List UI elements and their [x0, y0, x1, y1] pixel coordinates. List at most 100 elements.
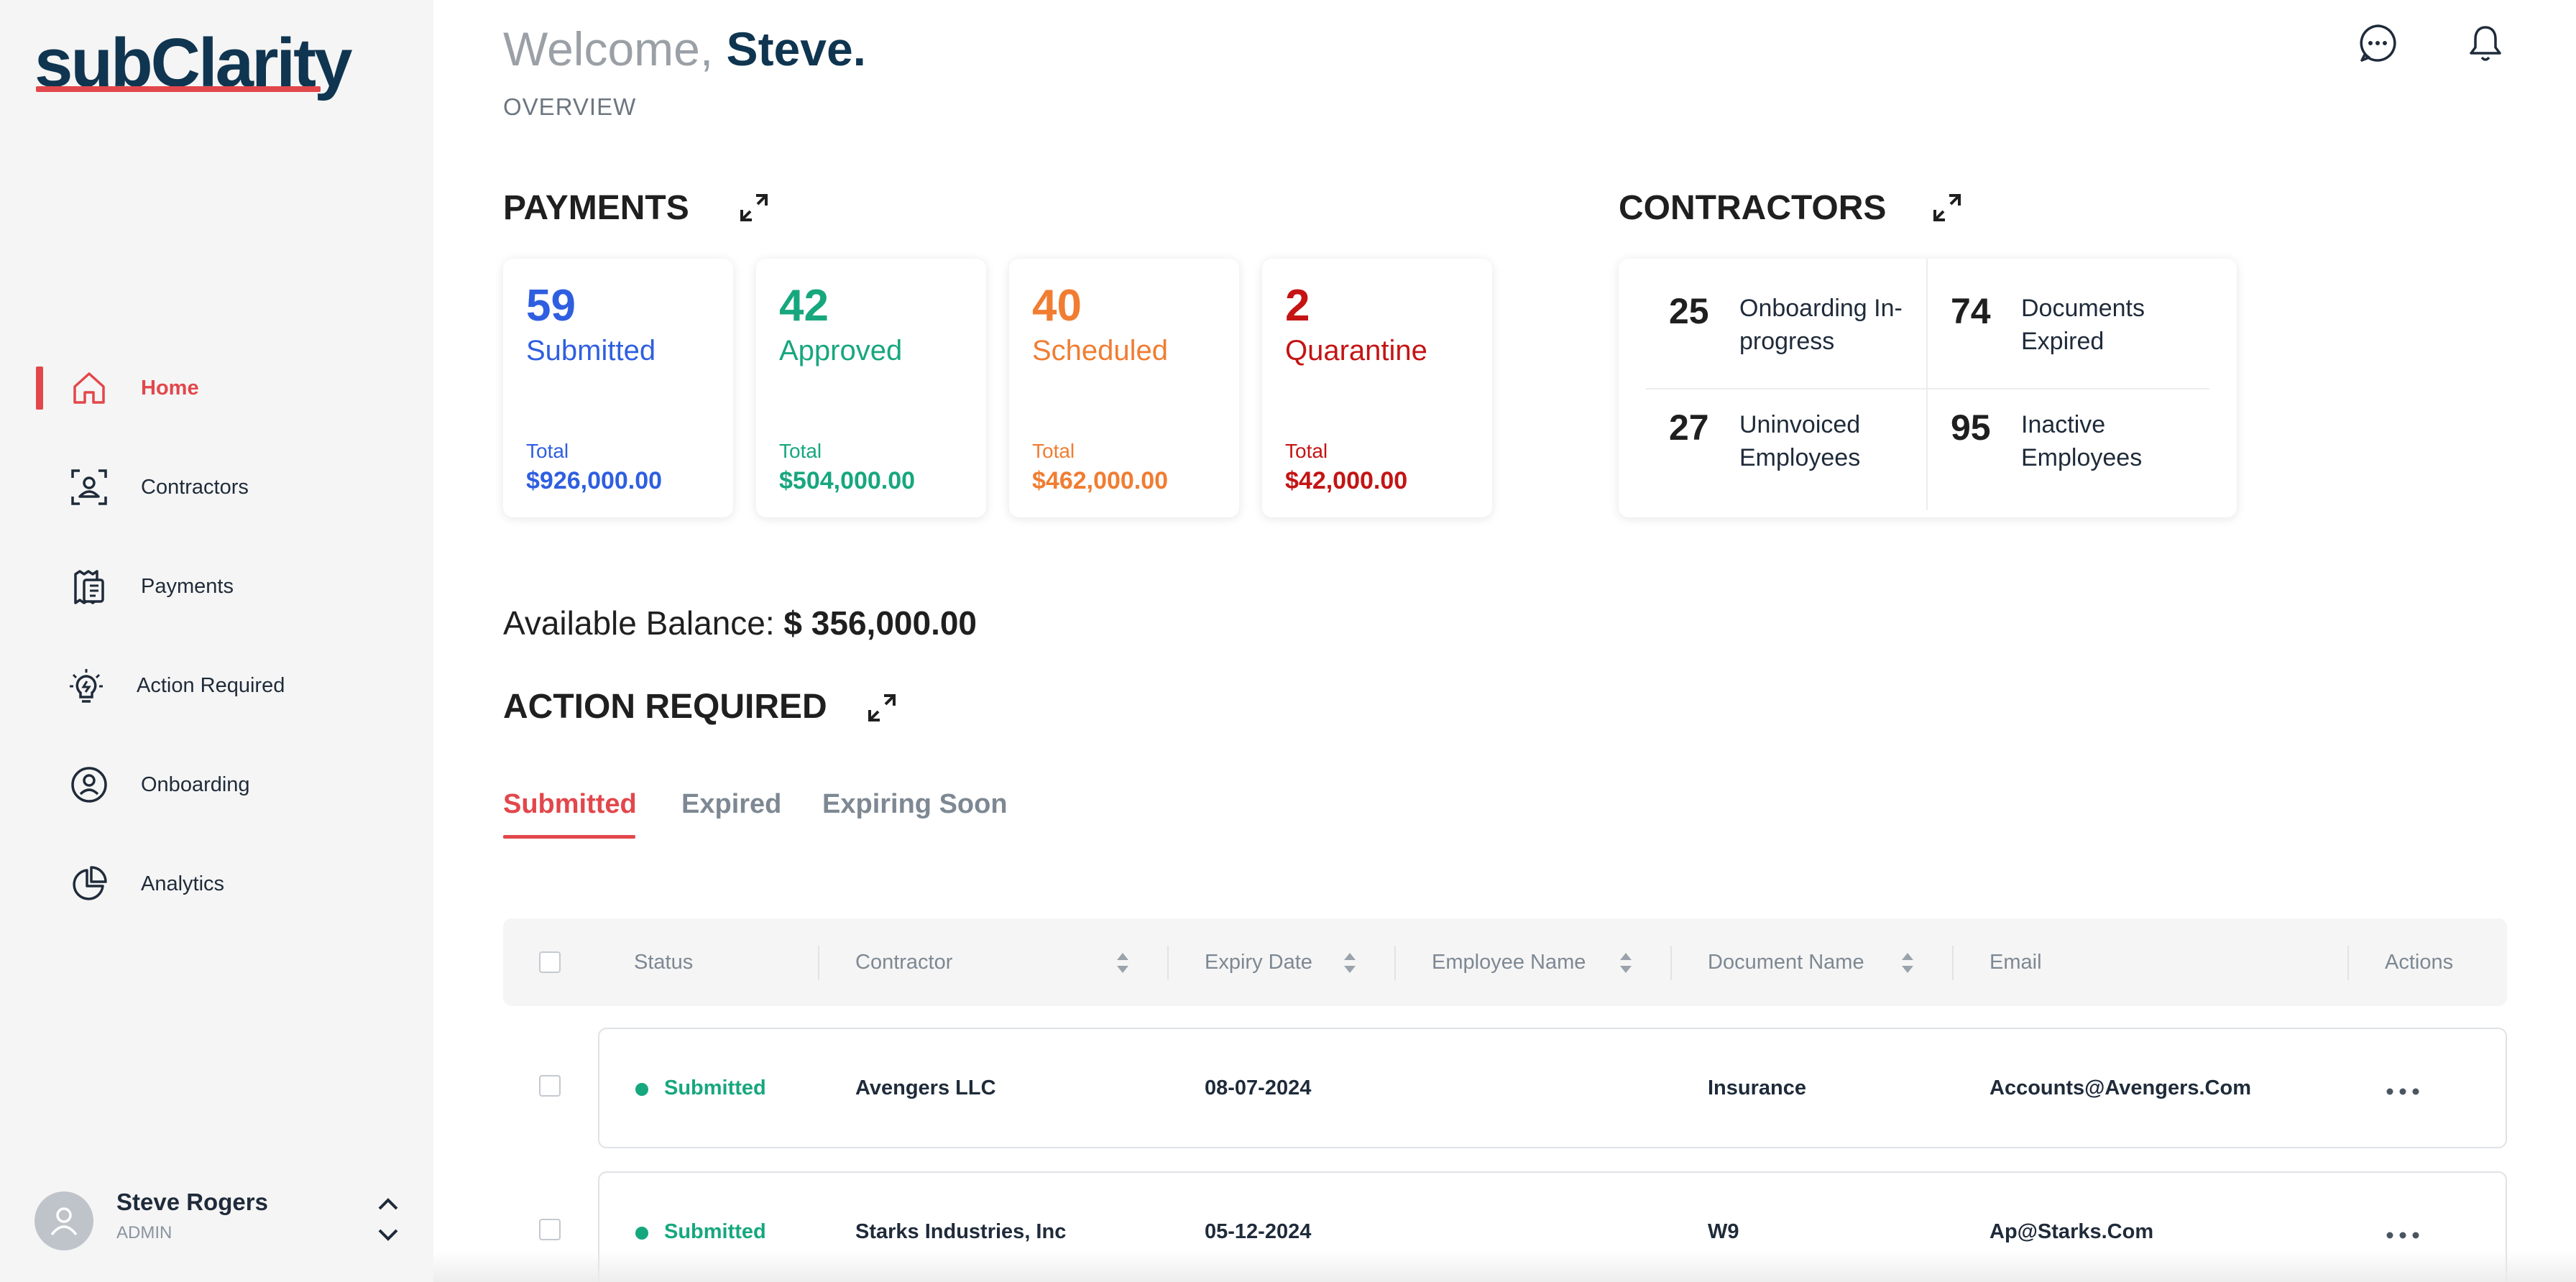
- tab-submitted[interactable]: Submitted: [503, 789, 637, 819]
- status-dot: [635, 1227, 648, 1240]
- logo-text: subClarity: [34, 24, 352, 101]
- column-separator: [1952, 946, 1954, 980]
- sidebar-item-analytics[interactable]: Analytics: [0, 855, 433, 913]
- sidebar-item-label: Analytics: [141, 872, 225, 895]
- user-icon: [50, 1207, 78, 1236]
- select-all-checkbox[interactable]: [539, 951, 561, 973]
- sidebar-item-label: Action Required: [137, 674, 285, 697]
- payment-total-label: Total: [779, 440, 822, 462]
- sidebar-item-home[interactable]: Home: [0, 359, 433, 417]
- row-expiry-date: 05-12-2024: [1205, 1220, 1312, 1243]
- column-separator: [2347, 946, 2349, 980]
- sidebar-item-onboarding[interactable]: Onboarding: [0, 756, 433, 813]
- divider: [1646, 388, 2209, 389]
- sidebar: subClarity Home Contractors Payments Act…: [0, 0, 433, 1282]
- payment-total: $462,000.00: [1032, 467, 1169, 494]
- more-actions-icon[interactable]: [2385, 1087, 2421, 1097]
- sidebar-item-label: Payments: [141, 575, 234, 598]
- sort-icon[interactable]: [1114, 947, 1131, 979]
- stat-count: 95: [1951, 407, 1991, 448]
- payment-count: 40: [1032, 281, 1082, 331]
- sidebar-item-action-required[interactable]: Action Required: [0, 657, 433, 714]
- balance-value: $ 356,000.00: [783, 604, 978, 642]
- payment-total: $504,000.00: [779, 467, 916, 494]
- sort-icon[interactable]: [1341, 947, 1358, 979]
- onboarding-icon: [68, 766, 111, 803]
- bell-icon[interactable]: [2464, 22, 2507, 65]
- payment-card-scheduled[interactable]: 40 Scheduled Total $462,000.00: [1009, 259, 1239, 517]
- active-tab-indicator: [503, 835, 635, 839]
- scroll-fade: [433, 1250, 2576, 1282]
- column-header-contractor[interactable]: Contractor: [855, 951, 953, 974]
- payment-total: $926,000.00: [526, 467, 663, 494]
- payment-count: 59: [526, 281, 576, 331]
- sort-icon[interactable]: [1617, 947, 1634, 979]
- page-title: Welcome, Steve.: [503, 22, 866, 76]
- contractor-stat-inactive[interactable]: 95 Inactive Employees: [1951, 375, 2231, 490]
- row-document-name: W9: [1708, 1220, 1739, 1243]
- stat-label: Onboarding In-progress: [1739, 295, 1903, 355]
- expand-icon[interactable]: [737, 191, 770, 224]
- welcome-name: Steve.: [726, 22, 867, 75]
- column-header-email[interactable]: Email: [1990, 951, 2042, 974]
- user-name: Steve Rogers: [116, 1189, 268, 1215]
- stat-label: Inactive Employees: [2021, 411, 2143, 471]
- column-separator: [818, 946, 819, 980]
- column-separator: [1167, 946, 1169, 980]
- contractor-stat-documents-expired[interactable]: 74 Documents Expired: [1951, 259, 2231, 374]
- contractor-id-icon: [68, 469, 111, 506]
- tab-expired[interactable]: Expired: [681, 789, 782, 819]
- payment-status: Scheduled: [1032, 335, 1169, 366]
- expand-icon[interactable]: [1931, 191, 1964, 224]
- row-status: Submitted: [664, 1220, 766, 1243]
- row-email: Ap@Starks.Com: [1990, 1220, 2154, 1243]
- payment-card-submitted[interactable]: 59 Submitted Total $926,000.00: [503, 259, 733, 517]
- row-checkbox[interactable]: [539, 1219, 561, 1240]
- more-actions-icon[interactable]: [2385, 1230, 2421, 1240]
- payment-total-label: Total: [1285, 440, 1328, 462]
- payment-card-quarantine[interactable]: 2 Quarantine Total $42,000.00: [1262, 259, 1492, 517]
- column-header-document-name[interactable]: Document Name: [1708, 951, 1864, 974]
- row-checkbox[interactable]: [539, 1075, 561, 1097]
- avatar: [34, 1191, 93, 1250]
- available-balance: Available Balance: $ 356,000.00: [503, 604, 977, 642]
- column-separator: [1394, 946, 1396, 980]
- sidebar-item-label: Onboarding: [141, 773, 250, 796]
- user-role: ADMIN: [116, 1223, 172, 1242]
- logo-underline: [36, 86, 321, 92]
- stat-label: Documents Expired: [2021, 295, 2145, 355]
- contractors-title: CONTRACTORS: [1619, 189, 1887, 227]
- column-separator: [1670, 946, 1672, 980]
- sidebar-item-label: Home: [141, 377, 199, 400]
- sidebar-item-contractors[interactable]: Contractors: [0, 458, 433, 516]
- column-header-actions: Actions: [2385, 951, 2454, 974]
- tab-expiring-soon[interactable]: Expiring Soon: [822, 789, 1008, 819]
- column-header-expiry-date[interactable]: Expiry Date: [1205, 951, 1312, 974]
- column-header-employee-name[interactable]: Employee Name: [1432, 951, 1586, 974]
- payment-total-label: Total: [526, 440, 569, 462]
- table-row[interactable]: Submitted Avengers LLC 08-07-2024 Insura…: [598, 1028, 2507, 1148]
- status-dot: [635, 1083, 648, 1096]
- payment-total-label: Total: [1032, 440, 1075, 462]
- contractor-stat-onboarding[interactable]: 25 Onboarding In-progress: [1669, 259, 1949, 374]
- lightbulb-icon: [65, 667, 108, 704]
- stat-label: Uninvoiced Employees: [1739, 411, 1861, 471]
- expand-icon[interactable]: [865, 691, 898, 724]
- payment-card-approved[interactable]: 42 Approved Total $504,000.00: [756, 259, 986, 517]
- payments-title: PAYMENTS: [503, 189, 689, 227]
- payment-total: $42,000.00: [1285, 467, 1408, 494]
- column-header-status[interactable]: Status: [634, 951, 694, 974]
- sidebar-item-payments[interactable]: Payments: [0, 558, 433, 615]
- sidebar-item-label: Contractors: [141, 476, 249, 499]
- home-icon: [68, 369, 111, 407]
- sort-icon[interactable]: [1899, 947, 1916, 979]
- chevron-up-down-icon[interactable]: [374, 1190, 402, 1248]
- user-profile[interactable]: Steve Rogers ADMIN: [34, 1186, 408, 1250]
- contractor-stat-uninvoiced[interactable]: 27 Uninvoiced Employees: [1669, 375, 1949, 490]
- balance-label: Available Balance:: [503, 604, 775, 642]
- payment-status: Submitted: [526, 335, 656, 366]
- app-logo[interactable]: subClarity: [34, 24, 352, 108]
- chat-icon[interactable]: [2356, 22, 2399, 65]
- active-indicator: [36, 366, 43, 410]
- stat-count: 27: [1669, 407, 1709, 448]
